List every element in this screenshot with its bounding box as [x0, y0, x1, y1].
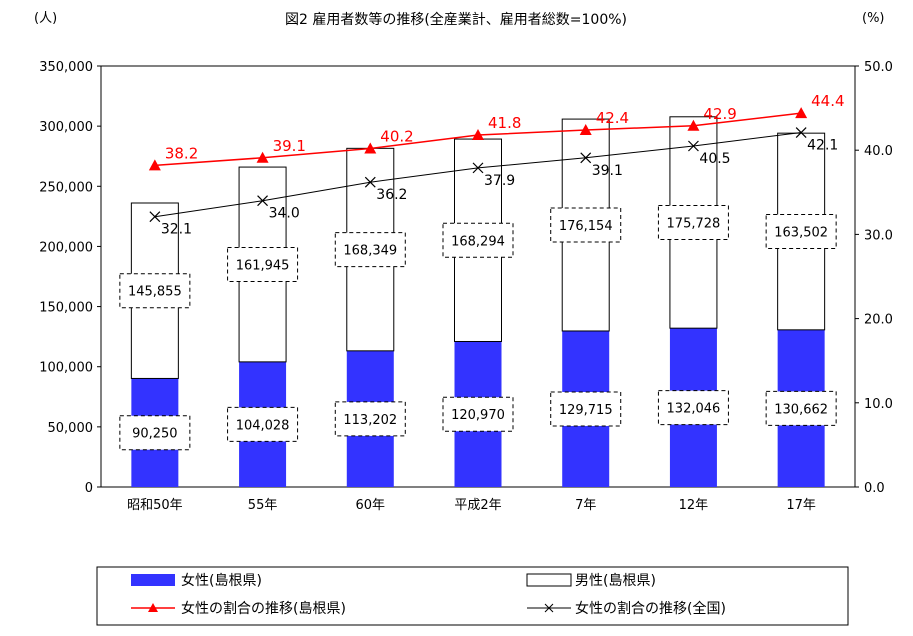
x-tick-label: 60年 [356, 498, 386, 513]
bar-label-male: 176,154 [559, 219, 613, 234]
marker-national [364, 176, 376, 188]
x-axis-labels: 昭和50年 55年 60年 平成2年 7年 12年 17年 [127, 498, 816, 513]
right-axis-tick-label: 30.0 [864, 228, 893, 243]
x-tick-label: 平成2年 [454, 498, 501, 513]
data-label-national: 39.1 [592, 163, 623, 179]
left-axis-tick-label: 100,000 [39, 361, 93, 376]
bar-label-male-box [227, 246, 299, 282]
bar-label-male-box [550, 207, 622, 243]
legend-label-male-shimane: 男性(島根県) [575, 573, 656, 589]
data-label-shimane: 40.2 [380, 128, 413, 146]
bar-label-female-box [119, 415, 191, 451]
legend-marker-triangle [148, 603, 158, 612]
x-tick-label: 7年 [575, 498, 596, 513]
data-label-national: 34.0 [269, 206, 300, 222]
chart-title: 図2 雇用者数等の推移(全産業計、雇用者総数=100%) [285, 11, 627, 28]
marker-shimane [148, 159, 161, 171]
left-axis: 0 50,000 100,000 150,000 200,000 250,000 300,0… [39, 60, 101, 496]
data-label-shimane: 44.4 [811, 92, 844, 110]
data-label-shimane: 42.9 [703, 105, 736, 123]
legend: 女性(島根県) 男性(島根県) 女性の割合の推移(島根県) 女性の割合の推移(全… [96, 566, 849, 626]
legend-marker-x [544, 603, 554, 613]
x-tick-label: 55年 [248, 498, 278, 513]
bar-label-female: 129,715 [559, 403, 613, 418]
bar-label-female-box [227, 406, 299, 442]
left-axis-tick-label: 150,000 [39, 301, 93, 316]
bar-label-male: 161,945 [236, 258, 290, 273]
left-axis-tick-label: 300,000 [39, 120, 93, 135]
bar-label-female: 130,662 [774, 402, 828, 417]
marker-shimane [795, 107, 808, 119]
marker-national [149, 211, 161, 223]
bar-label-male: 168,349 [343, 244, 397, 259]
legend-swatch-male-shimane [526, 573, 572, 587]
legend-label-female-ratio-national: 女性の割合の推移(全国) [575, 600, 726, 617]
right-axis-tick-label: 50.0 [864, 60, 893, 75]
bar-label-female-box [657, 390, 729, 426]
bar-label-male-box [765, 213, 837, 249]
right-axis-unit: (%) [862, 11, 885, 26]
left-axis-tick-label: 0 [85, 481, 93, 496]
marker-national [688, 140, 699, 152]
legend-swatch-female-shimane [131, 574, 175, 586]
marker-shimane [687, 119, 700, 131]
legend-box [96, 566, 849, 626]
left-axis-tick-label: 200,000 [39, 240, 93, 255]
bar-label-male: 168,294 [451, 234, 505, 249]
data-label-shimane: 38.2 [165, 144, 198, 162]
right-axis-tick-label: 10.0 [864, 397, 893, 412]
data-label-shimane: 39.1 [273, 137, 306, 155]
right-axis-tick-label: 40.0 [864, 144, 893, 159]
marker-shimane [364, 142, 377, 154]
bar-label-male-box [442, 222, 514, 258]
data-label-national: 42.1 [807, 138, 838, 154]
left-axis-tick-label: 350,000 [39, 60, 93, 75]
marker-national [257, 195, 268, 207]
bar-label-male-box [657, 204, 729, 240]
data-label-national: 37.9 [484, 173, 515, 189]
legend-label-female-shimane: 女性(島根県) [181, 572, 262, 589]
bar-label-female: 132,046 [667, 402, 721, 417]
bar-label-male-box [119, 273, 191, 309]
marker-shimane [472, 129, 484, 141]
bar-label-female: 104,028 [236, 418, 290, 433]
bar-label-male: 163,502 [774, 225, 828, 240]
right-axis-tick-label: 20.0 [864, 313, 893, 328]
marker-national [472, 162, 484, 174]
left-axis-unit: (人) [34, 11, 57, 26]
bar-label-male-box [334, 232, 406, 268]
legend-label-female-ratio-shimane: 女性の割合の推移(島根県) [181, 600, 346, 617]
bar-label-male: 175,728 [667, 216, 721, 231]
bar-series: 90,250 145,855 104,028 161,945 113,202 168,34… [119, 116, 837, 487]
x-tick-label: 昭和50年 [127, 498, 183, 513]
bar-label-female-box [550, 391, 622, 427]
left-axis-tick-label: 50,000 [48, 421, 94, 436]
bar-label-female: 120,970 [451, 408, 505, 423]
marker-national [580, 152, 592, 164]
left-axis-tick-label: 250,000 [39, 180, 93, 195]
marker-national [795, 127, 807, 138]
data-label-national: 32.1 [161, 222, 192, 238]
bar-label-female-box [765, 390, 837, 426]
bar-label-male: 145,855 [128, 285, 182, 300]
data-label-shimane: 41.8 [488, 114, 521, 132]
data-label-shimane: 42.4 [596, 109, 629, 127]
data-label-national: 40.5 [699, 151, 730, 167]
data-label-national: 36.2 [376, 187, 407, 203]
x-tick-label: 17年 [786, 498, 816, 513]
x-tick-label: 12年 [679, 498, 709, 513]
bar-label-female: 113,202 [343, 413, 397, 428]
right-axis: 0.0 10.0 20.0 30.0 40.0 50.0 [855, 60, 893, 496]
bar-label-female-box [334, 401, 406, 437]
bar-label-female-box [442, 396, 514, 432]
marker-shimane [256, 151, 269, 163]
bar-label-female: 90,250 [132, 427, 178, 442]
right-axis-tick-label: 0.0 [864, 481, 885, 496]
line-series: 32.1 34.0 36.2 37.9 39.1 40.5 42.1 38.2 39.1 40.2… [148, 92, 845, 238]
marker-shimane [579, 123, 592, 135]
